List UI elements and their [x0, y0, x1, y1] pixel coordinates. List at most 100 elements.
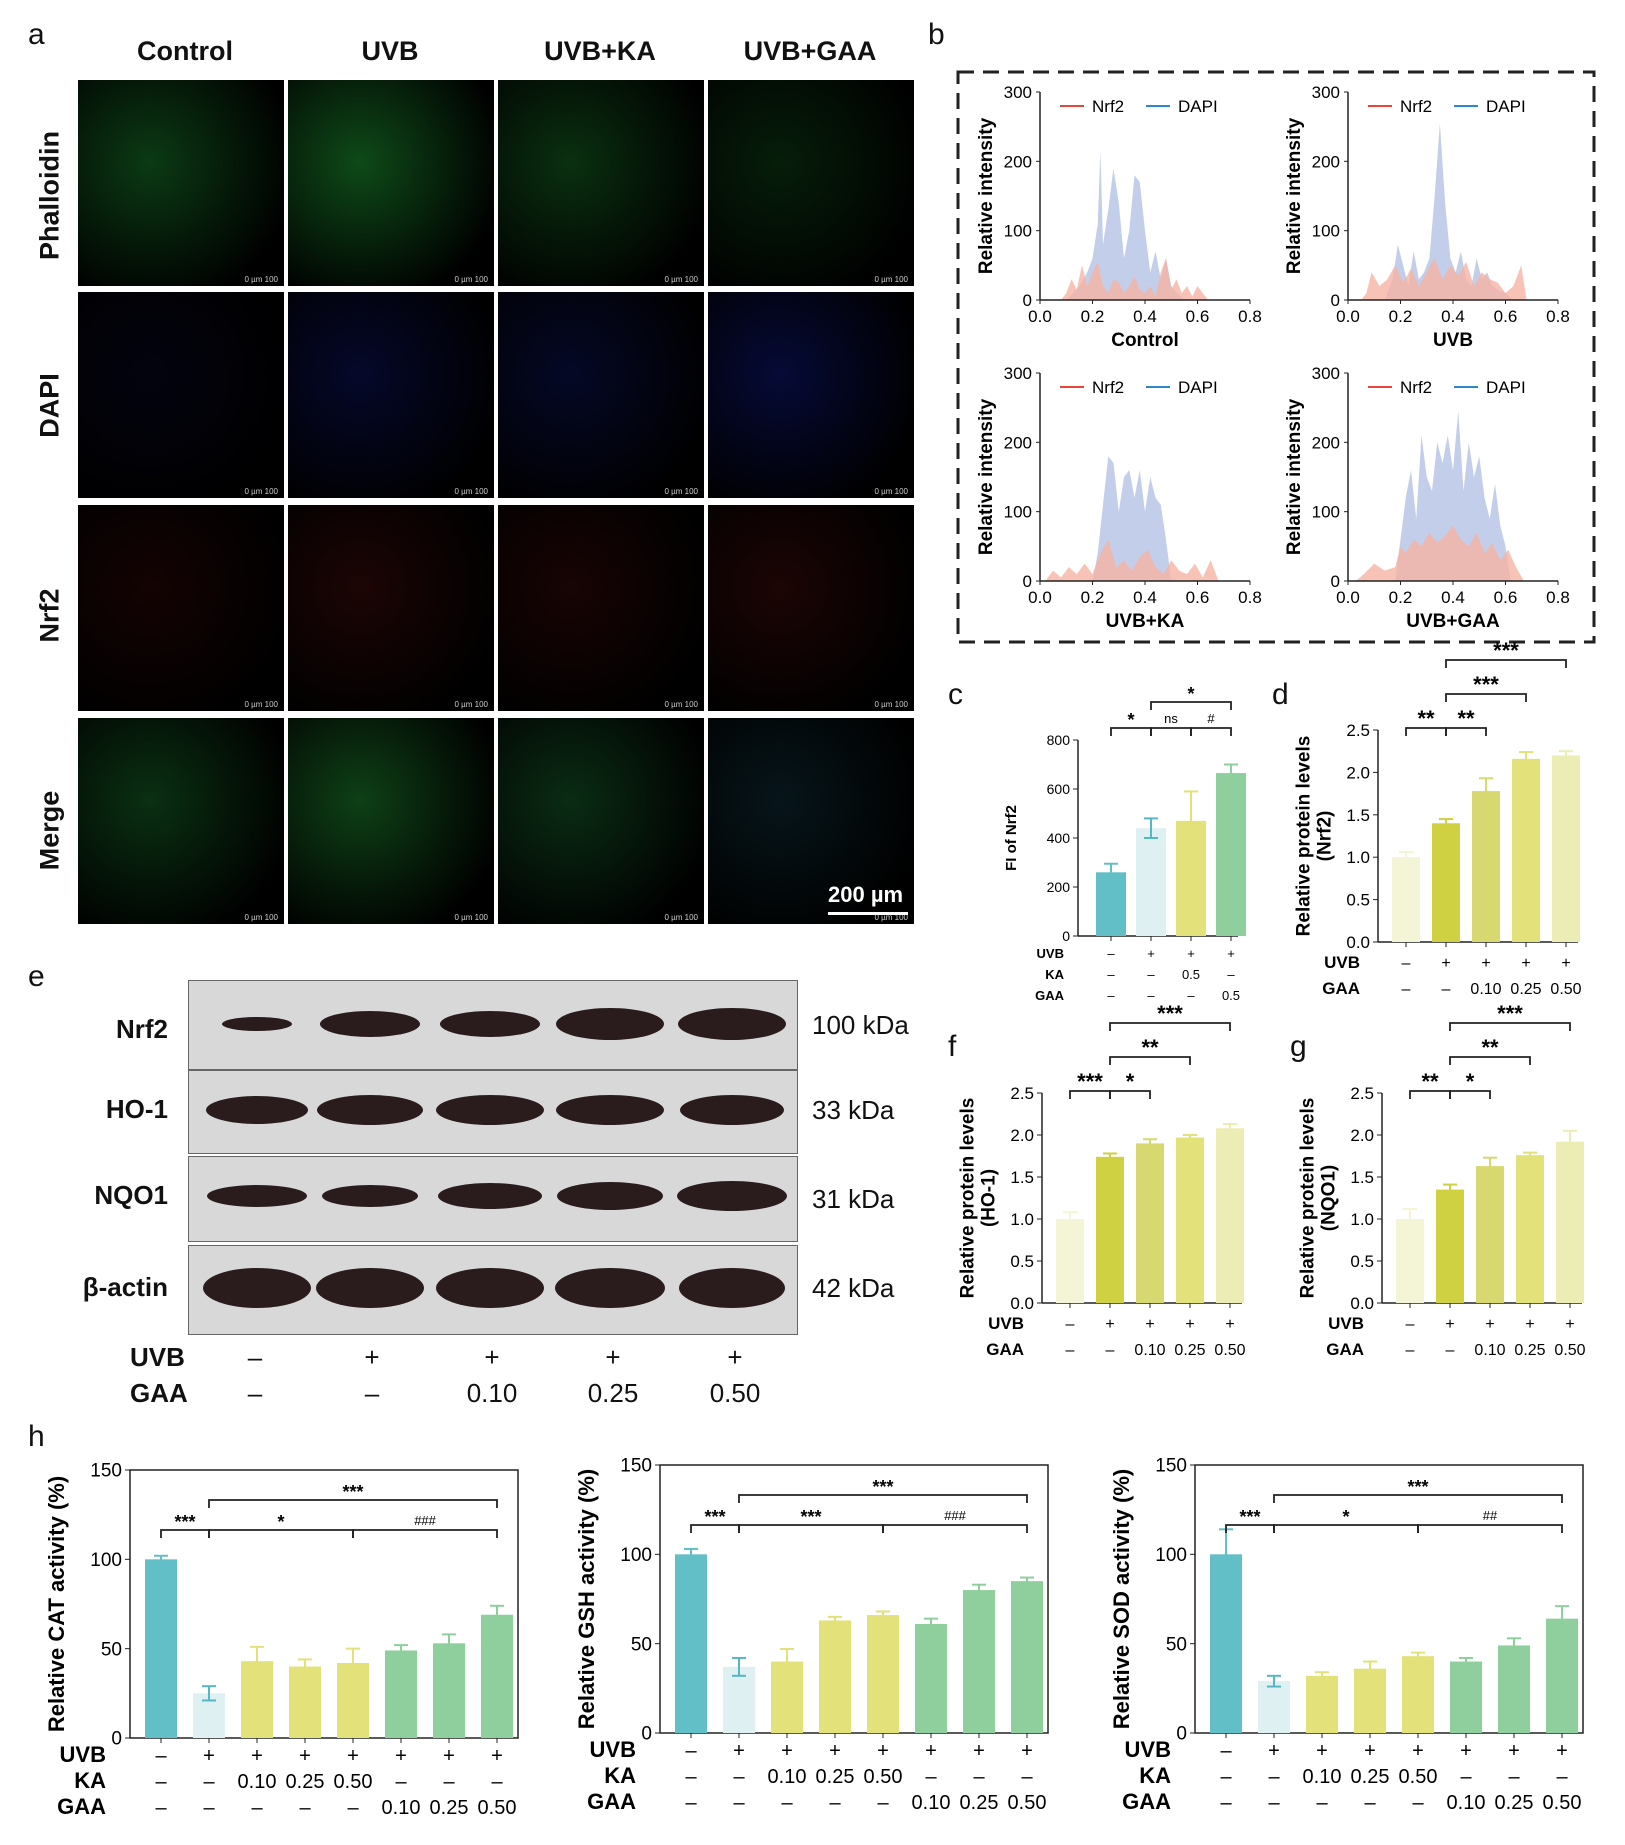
micrograph-nrf2-2: 0 µm 100	[288, 505, 494, 711]
bar	[1136, 828, 1166, 936]
treatment-value: –	[1147, 988, 1155, 1003]
treatment-row-label: GAA	[1326, 1340, 1364, 1359]
panel-letter-g: g	[1290, 1030, 1307, 1063]
bar	[1476, 1166, 1504, 1303]
treatment-row-label: KA	[1045, 967, 1064, 982]
y-tick-label: 2.5	[1350, 1084, 1374, 1103]
treatment-value: –	[203, 1797, 215, 1819]
micrograph-dapi-2: 0 µm 100	[288, 292, 494, 498]
wb-treatment-uvb-label: UVB	[130, 1342, 185, 1372]
treatment-value: 0.10	[1447, 1792, 1486, 1814]
y-tick-label: 2.0	[1350, 1126, 1374, 1145]
y-axis-label: Relative SOD activity (%)	[1109, 1469, 1134, 1729]
wb-label-beta-actin: β-actin	[82, 1272, 168, 1302]
significance-label: ***	[1497, 1001, 1523, 1026]
significance-label: ###	[944, 1508, 966, 1523]
treatment-value: –	[1227, 967, 1235, 982]
panel-letter-h: h	[28, 1420, 45, 1453]
y-tick-label: 100	[1312, 222, 1340, 241]
treatment-value: +	[203, 1745, 215, 1767]
significance-label: ***	[342, 1482, 363, 1502]
bar	[1216, 773, 1246, 936]
treatment-value: +	[1316, 1740, 1328, 1762]
series-area-nrf2	[1355, 525, 1524, 581]
treatment-value: 0.10	[382, 1797, 421, 1819]
y-tick-label: 300	[1312, 83, 1340, 102]
treatment-value: –	[1107, 967, 1115, 982]
significance-label: ***	[1239, 1507, 1260, 1527]
micrograph-scale-text: 0 µm 100	[244, 913, 278, 922]
significance-bracket	[1150, 701, 1232, 710]
treatment-value: –	[155, 1797, 167, 1819]
treatment-row-label: KA	[74, 1768, 106, 1793]
micrograph-scale-text: 0 µm 100	[664, 913, 698, 922]
significance-label: ***	[1157, 1001, 1183, 1026]
bar	[1402, 1656, 1434, 1733]
bar	[385, 1650, 417, 1738]
treatment-value: +	[1147, 946, 1155, 961]
micrograph-scale-text: 0 µm 100	[454, 913, 488, 922]
legend-label: Nrf2	[1400, 97, 1432, 116]
y-tick-label: 0.5	[1010, 1252, 1034, 1271]
treatment-value: 0.50	[1554, 1342, 1585, 1359]
bar	[289, 1666, 321, 1738]
y-tick-label: 50	[1166, 1634, 1187, 1655]
chart-b1: 0 100 200 300 0.0 0.2 0.4 0.6 0.8 Control Relative…	[976, 83, 1262, 351]
panel-letter-a: a	[28, 18, 45, 51]
y-axis-label: (HO-1)	[979, 1169, 1000, 1227]
treatment-value: 0.50	[1008, 1792, 1047, 1814]
treatment-value: –	[1106, 1342, 1115, 1359]
scale-bar-label: 200 µm	[828, 882, 904, 907]
treatment-value: –	[733, 1792, 745, 1814]
treatment-row-label: UVB	[1328, 1314, 1364, 1333]
y-tick-label: 300	[1004, 83, 1032, 102]
treatment-value: 0.10	[912, 1792, 951, 1814]
chart-b2: 0 100 200 300 0.0 0.2 0.4 0.6 0.8 UVB Relative int…	[1284, 83, 1570, 351]
treatment-row-label: GAA	[986, 1340, 1024, 1359]
significance-label: ***	[1407, 1477, 1428, 1497]
significance-label: *	[1126, 1069, 1135, 1094]
treatment-value: +	[1460, 1740, 1472, 1762]
y-tick-label: 100	[1155, 1545, 1187, 1566]
bar	[1096, 1156, 1124, 1303]
significance-bracket	[1449, 1022, 1571, 1031]
treatment-value: –	[1556, 1766, 1568, 1788]
significance-bracket	[738, 1494, 1028, 1503]
treatment-value: +	[1556, 1740, 1568, 1762]
bar	[1136, 1143, 1164, 1303]
y-tick-label: 0.0	[1010, 1294, 1034, 1313]
micrograph-dapi-4: 0 µm 100	[708, 292, 914, 498]
significance-label: *	[277, 1512, 284, 1532]
bar	[1354, 1668, 1386, 1733]
treatment-value: –	[443, 1771, 455, 1793]
treatment-value: +	[1565, 1316, 1574, 1333]
treatment-value: –	[395, 1771, 407, 1793]
treatment-value: 0.25	[430, 1797, 469, 1819]
significance-label: ###	[414, 1513, 436, 1528]
x-tick-label: 0.8	[1238, 588, 1262, 607]
wb-gaa-value: –	[364, 1378, 380, 1408]
y-tick-label: 1.0	[1350, 1210, 1374, 1229]
significance-label: ##	[1483, 1508, 1498, 1523]
column-label-control: Control	[137, 36, 233, 66]
treatment-value: 0.50	[1543, 1792, 1582, 1814]
treatment-value: 0.25	[1514, 1342, 1545, 1359]
significance-label: *	[1342, 1507, 1349, 1527]
treatment-value: –	[829, 1792, 841, 1814]
treatment-value: –	[1220, 1766, 1232, 1788]
chart-c: 0 200 400 600 800 FI of Nrf2 UVB – + + + KA – – 0.5 – GA…	[1003, 684, 1246, 1003]
treatment-value: –	[1220, 1740, 1232, 1762]
y-tick-label: 0.5	[1350, 1252, 1374, 1271]
treatment-value: –	[299, 1797, 311, 1819]
significance-bracket	[1445, 659, 1567, 668]
y-tick-label: 1.0	[1346, 848, 1370, 867]
panel-letter-c: c	[948, 678, 963, 711]
wb-label-nqo1: NQO1	[94, 1180, 168, 1210]
chart-b3: 0 100 200 300 0.0 0.2 0.4 0.6 0.8 UVB+KA Relative …	[976, 364, 1262, 632]
micrograph-scale-text: 0 µm 100	[454, 275, 488, 284]
treatment-value: –	[1446, 1342, 1455, 1359]
treatment-value: –	[877, 1792, 889, 1814]
treatment-value: –	[1187, 988, 1195, 1003]
micrograph-phalloidin-2: 0 µm 100	[288, 80, 494, 286]
treatment-value: –	[203, 1771, 215, 1793]
